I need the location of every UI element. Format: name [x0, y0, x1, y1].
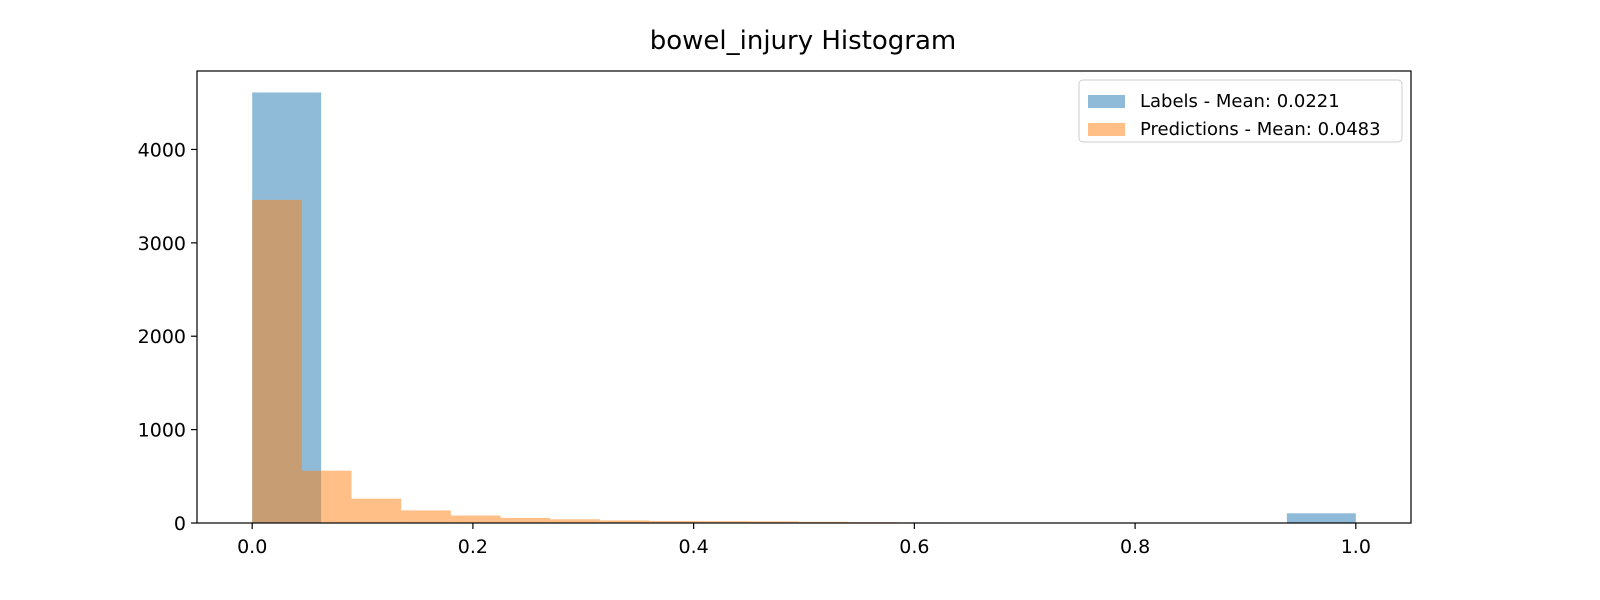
- x-axis: 0.0 0.2 0.4 0.6 0.8 1.0: [237, 523, 1371, 558]
- legend-label-0: Labels - Mean: 0.0221: [1140, 91, 1340, 112]
- x-tick-label: 0.8: [1120, 536, 1150, 558]
- y-tick-label: 4000: [138, 139, 186, 161]
- plot-frame: [196, 70, 1412, 524]
- x-tick-label: 1.0: [1341, 536, 1371, 558]
- histogram-bar-series-1-bin-5: [500, 517, 551, 523]
- x-tick-label: 0.6: [899, 536, 929, 558]
- x-tick-label: 0.4: [679, 536, 709, 558]
- histogram-bar-series-1-bin-8: [649, 520, 700, 523]
- x-tick-label: 0.2: [458, 536, 488, 558]
- histogram-bar-series-1-bin-6: [550, 519, 600, 523]
- histogram-bar-series-1-bin-9: [699, 521, 749, 523]
- chart-title: bowel_injury Histogram: [650, 26, 957, 56]
- legend-swatch-1: [1088, 123, 1125, 136]
- x-tick-label: 0.0: [237, 536, 267, 558]
- histogram-bar-series-1-bin-10: [748, 521, 799, 523]
- histogram-bar-series-1-bin-1: [301, 470, 352, 523]
- legend-box: [1078, 79, 1403, 143]
- histogram-bar-series-0-bin-1: [1286, 513, 1356, 523]
- y-tick-label: 3000: [138, 233, 186, 255]
- legend-label-1: Predictions - Mean: 0.0483: [1140, 119, 1381, 140]
- histogram-bar-series-1-bin-3: [401, 510, 451, 523]
- legend: Labels - Mean: 0.0221 Predictions - Mean:…: [1078, 79, 1403, 143]
- y-tick-label: 1000: [138, 420, 186, 442]
- histogram-bar-series-1-bin-0: [252, 199, 302, 523]
- legend-swatch-0: [1088, 95, 1125, 108]
- histogram-bar-series-1-bin-4: [450, 515, 501, 523]
- histogram-bar-series-1-bin-7: [599, 520, 650, 523]
- y-tick-label: 2000: [138, 326, 186, 348]
- y-tick-label: 0: [174, 513, 186, 535]
- bars-layer: [252, 92, 1356, 523]
- histogram-bar-series-1-bin-2: [351, 498, 402, 523]
- y-axis: 0 1000 2000 3000 4000: [138, 139, 197, 535]
